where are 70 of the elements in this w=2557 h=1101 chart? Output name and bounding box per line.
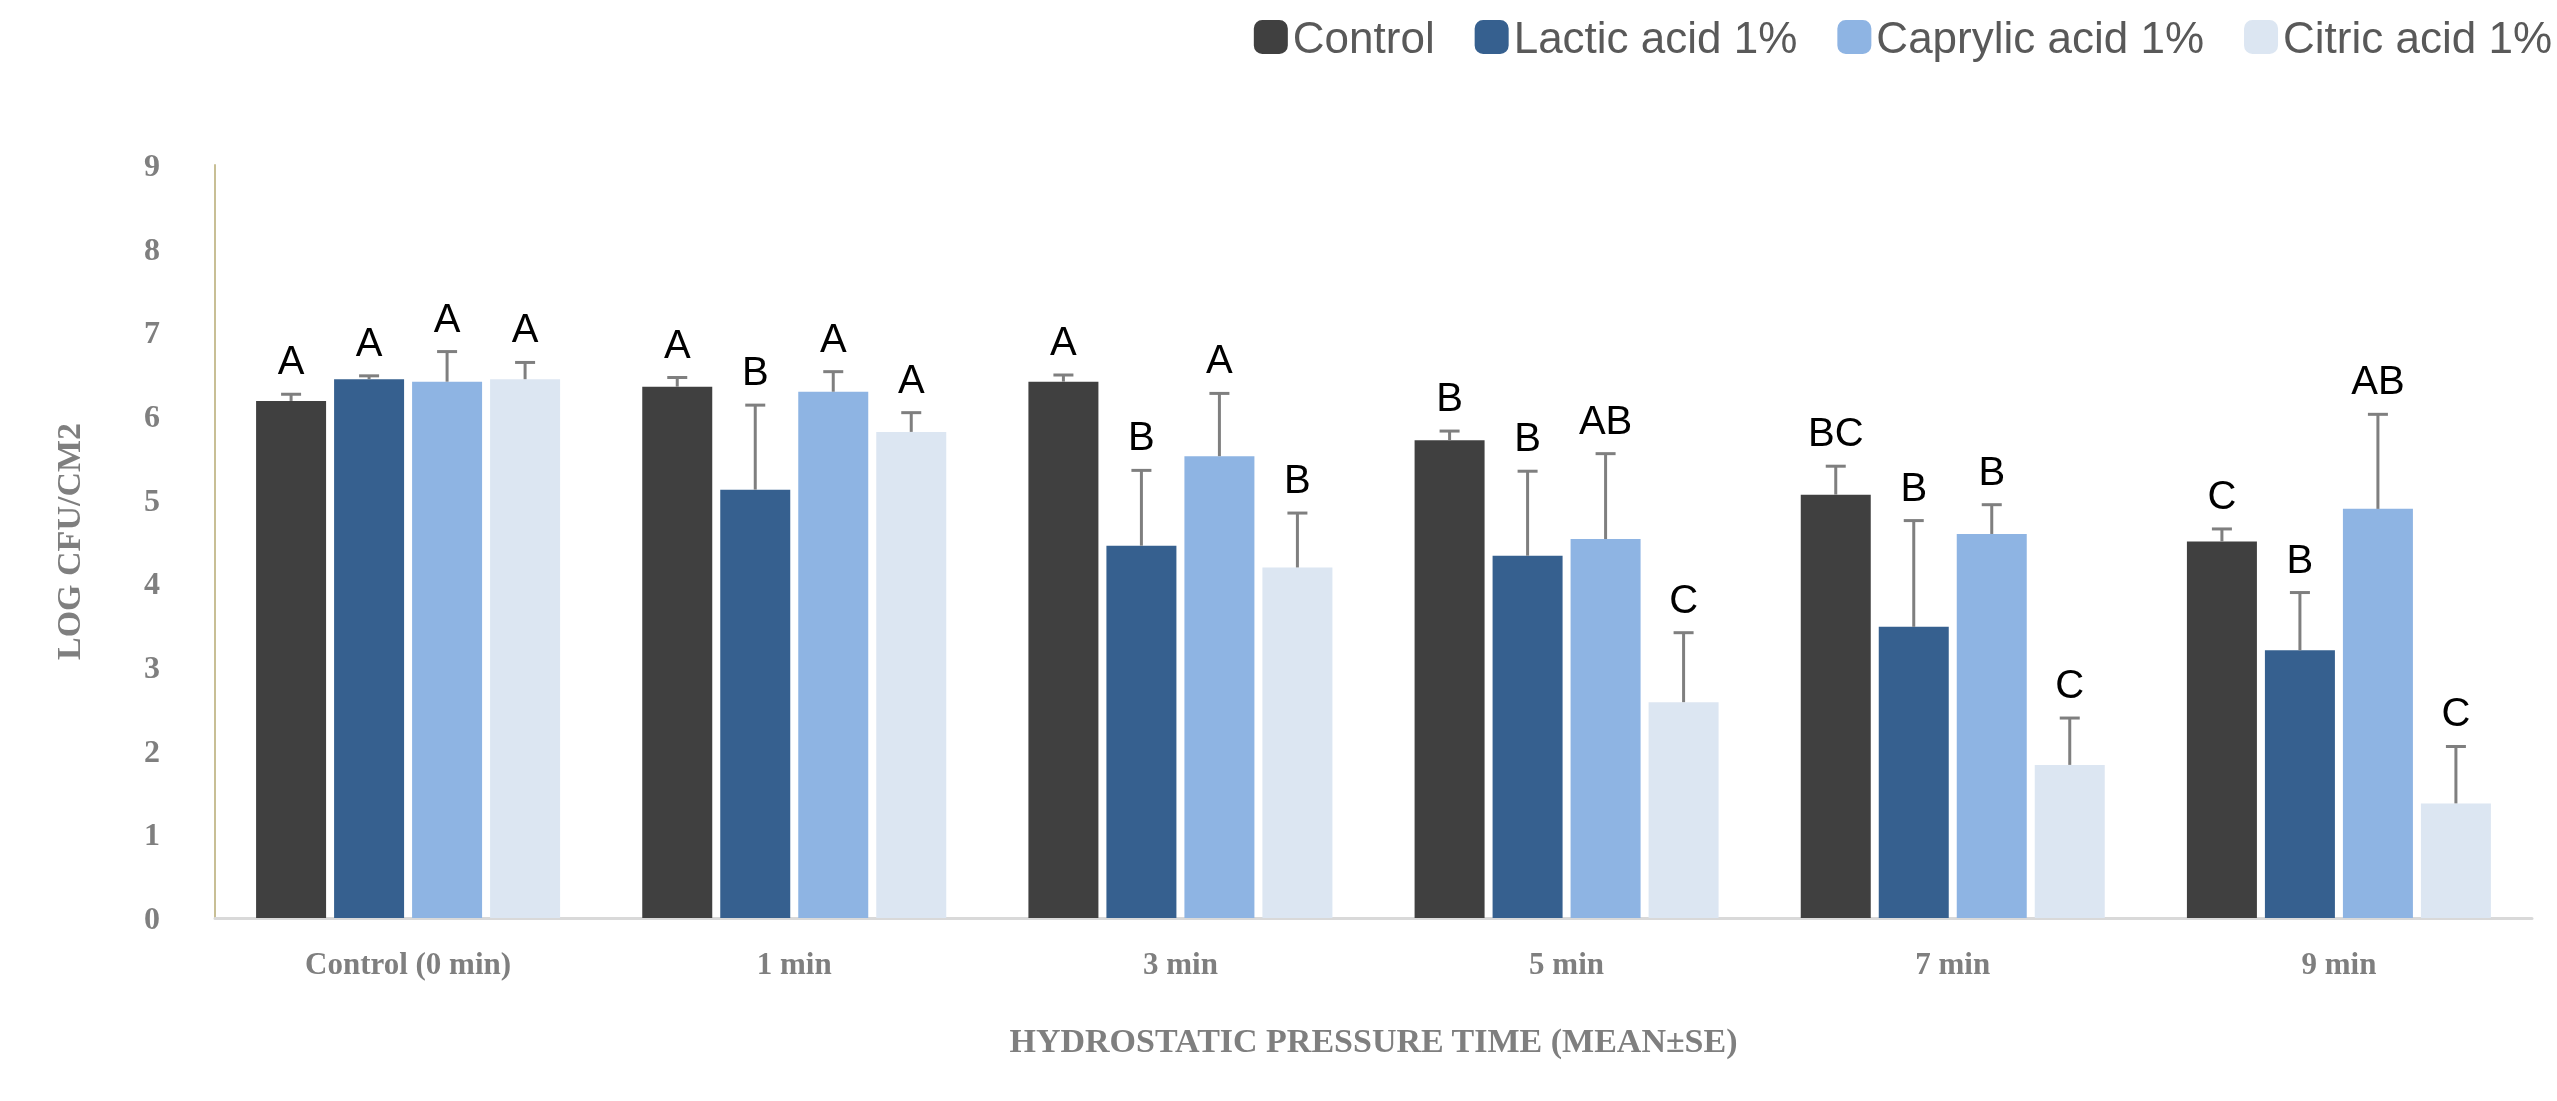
bar <box>1956 533 2027 918</box>
bar <box>2264 650 2335 918</box>
data-label: B <box>1900 464 1928 509</box>
data-label: B <box>1128 414 1155 459</box>
data-label: A <box>1050 319 1078 363</box>
data-label: C <box>1669 576 1699 621</box>
bar <box>412 381 483 918</box>
y-tick-label: 4 <box>144 565 160 602</box>
y-axis-title: LOG CFU/CM2 <box>49 422 87 661</box>
data-label: A <box>355 319 383 364</box>
x-axis-title: HYDROSTATIC PRESSURE TIME (MEAN±SE) <box>1009 1021 1738 1060</box>
data-label: C <box>2207 472 2237 517</box>
bar <box>876 431 947 918</box>
data-label: C <box>2441 690 2471 735</box>
data-label: A <box>1206 337 1234 382</box>
bar <box>798 391 869 918</box>
x-tick-label: 1 min <box>756 946 832 981</box>
data-label: B <box>741 349 769 394</box>
y-tick-label: 7 <box>144 314 160 351</box>
bar <box>1028 381 1099 918</box>
y-tick-label: 5 <box>144 481 160 518</box>
bar <box>334 379 405 918</box>
data-label: B <box>1436 375 1463 420</box>
bar <box>1492 555 1563 918</box>
data-label: AB <box>2351 358 2405 403</box>
bar <box>642 386 713 918</box>
data-label: C <box>2055 662 2085 707</box>
y-tick-label: 8 <box>144 230 160 267</box>
bar <box>1262 567 1333 918</box>
bar <box>2034 764 2105 918</box>
y-tick-label: 9 <box>144 147 160 183</box>
bar <box>2342 508 2413 918</box>
bar <box>1184 456 1255 918</box>
bar <box>2420 803 2491 918</box>
x-tick-label: Control (0 min) <box>305 946 512 981</box>
data-label: B <box>1284 457 1311 502</box>
data-label: BC <box>1807 410 1864 455</box>
bar <box>1414 440 1485 918</box>
legend-label: Lactic acid 1% <box>1513 12 1798 62</box>
data-label: A <box>819 315 847 360</box>
y-tick-label: 3 <box>144 649 160 685</box>
bar <box>720 489 791 918</box>
legend-label: Control <box>1292 12 1435 62</box>
data-label: A <box>277 338 305 383</box>
data-label: A <box>433 295 461 340</box>
data-label: A <box>511 306 539 351</box>
bar <box>1648 702 1719 918</box>
legend-label: Citric acid 1% <box>2283 12 2553 62</box>
y-tick-label: 1 <box>144 816 160 853</box>
bar <box>1570 538 1641 918</box>
bar <box>1106 545 1177 918</box>
legend-label: Caprylic acid 1% <box>1876 12 2205 62</box>
data-label: AB <box>1578 397 1633 442</box>
y-tick-label: 2 <box>144 732 160 769</box>
x-tick-label: 7 min <box>1915 946 1991 981</box>
data-label: A <box>663 321 691 366</box>
data-label: B <box>1514 415 1541 460</box>
bar <box>2186 541 2257 918</box>
bar <box>490 379 561 918</box>
data-label: B <box>2286 536 2314 581</box>
x-tick-label: 3 min <box>1142 946 1218 981</box>
x-tick-label: 5 min <box>1529 946 1605 981</box>
y-tick-label: 0 <box>144 900 160 936</box>
data-label: B <box>1978 448 2006 493</box>
bar <box>1800 494 1871 918</box>
y-tick-label: 6 <box>144 398 160 434</box>
data-label: A <box>897 356 925 401</box>
x-tick-label: 9 min <box>2301 946 2377 981</box>
bar <box>256 400 327 918</box>
bar <box>1878 626 1949 918</box>
